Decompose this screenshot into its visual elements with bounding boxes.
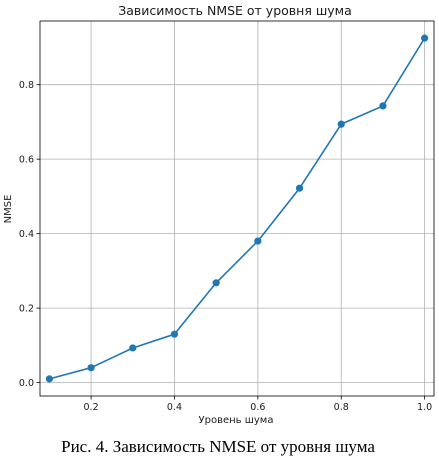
data-point [379, 102, 387, 110]
y-tick-label: 0.4 [19, 229, 34, 240]
x-tick-label: 0.6 [250, 402, 265, 413]
figure-caption: Рис. 4. Зависимость NMSE от уровня шума [61, 437, 375, 456]
y-tick-label: 0.6 [19, 155, 34, 166]
data-point [170, 330, 179, 338]
data-point [421, 34, 429, 42]
data-point [254, 237, 262, 245]
series-layer [45, 34, 429, 383]
data-point [295, 184, 304, 192]
y-tick-label: 0.8 [19, 80, 34, 91]
x-axis-label: Уровень шума [199, 415, 274, 426]
grid-lines [40, 21, 434, 396]
y-tick-label: 0.2 [19, 304, 34, 315]
chart-title: Зависимость NMSE от уровня шума [118, 3, 352, 18]
x-tick-label: 1.0 [417, 402, 432, 413]
data-point [337, 120, 345, 128]
data-point [212, 279, 220, 287]
data-point [45, 375, 53, 383]
x-tick-label: 0.2 [84, 402, 99, 413]
x-tick-label: 0.4 [167, 402, 182, 413]
plot-area-frame [39, 20, 435, 397]
series-line [49, 37, 426, 380]
y-axis-label: NMSE [3, 195, 14, 224]
data-point [87, 364, 95, 372]
x-tick-label: 0.8 [334, 402, 349, 413]
axis-ticks: 0.2 0.4 0.6 0.8 1.0 0.0 0.2 0.4 0.6 0.8 [19, 80, 432, 413]
y-tick-label: 0.0 [19, 378, 34, 389]
data-point [129, 344, 137, 352]
